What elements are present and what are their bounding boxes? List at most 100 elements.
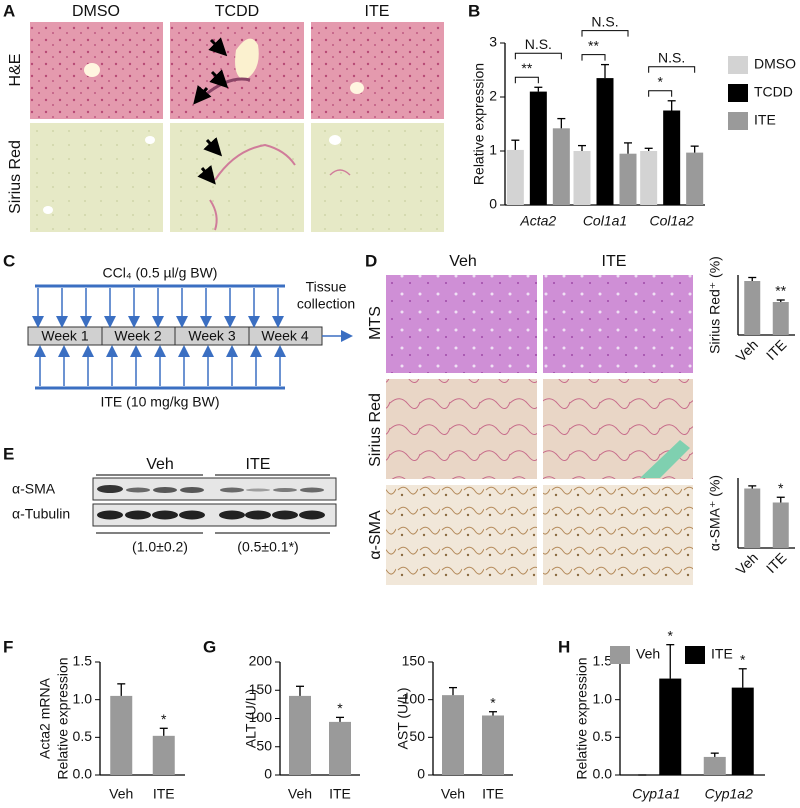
error-bar [710, 752, 719, 757]
y-tick-label: 0.0 [593, 766, 613, 782]
y-tick-label: 0.5 [593, 728, 613, 744]
bracket-label: * [657, 73, 663, 89]
bar [152, 735, 175, 775]
timeline [27, 284, 353, 390]
y-tick-label: 3 [489, 34, 497, 50]
error-bar [644, 147, 653, 151]
bracket [648, 66, 696, 73]
y-tick-label: 50 [256, 737, 272, 753]
bar [110, 695, 133, 775]
week-label: Week 2 [114, 328, 161, 344]
row-label: α-SMA [367, 510, 384, 560]
bracket-label: N.S. [658, 49, 685, 65]
bar [573, 151, 591, 205]
significance-label: * [740, 651, 746, 667]
y-tick-label: 2 [489, 88, 497, 104]
x-tick-label: Cyp1a2 [705, 786, 753, 802]
x-tick-label: Col1a2 [649, 213, 694, 229]
bar [731, 687, 754, 775]
y-axis-label: AST (U/L) [395, 688, 411, 750]
x-tick-label: ITE [763, 336, 790, 363]
endpoint-label: Tissue [306, 279, 347, 295]
y-axis-label: Relative expression [471, 63, 487, 185]
bar [772, 502, 789, 548]
panel-label: E [3, 444, 14, 463]
bracket-label: ** [521, 60, 532, 76]
bar [663, 110, 681, 205]
x-tick-label: Veh [109, 786, 133, 802]
column-label: DMSO [72, 3, 120, 20]
error-bar [296, 685, 304, 696]
significance-label: * [337, 700, 343, 716]
bar [703, 756, 726, 775]
error-bar [601, 63, 609, 79]
x-tick-label: ITE [153, 786, 175, 802]
column-label: ITE [365, 3, 390, 20]
y-tick-label: 150 [402, 653, 426, 669]
bracket [648, 90, 673, 97]
error-bar [578, 144, 586, 151]
error-bar [738, 668, 747, 688]
y-axis-label: ALT (U/L) [243, 689, 259, 748]
y-tick-label: 100 [402, 690, 426, 706]
y-axis-label: Relative expression [574, 657, 590, 779]
column-label: TCDD [215, 3, 259, 20]
legend-swatch [610, 646, 630, 664]
panel-label: D [365, 251, 377, 270]
row-label: Sirius Red [7, 140, 24, 214]
bar [482, 715, 504, 775]
x-tick-label: Col1a1 [583, 213, 627, 229]
y-tick-label: 1.5 [593, 653, 613, 669]
legend-swatch [728, 84, 748, 102]
bar [659, 678, 682, 775]
error-bar [667, 100, 676, 111]
error-bar [557, 117, 566, 129]
y-tick-label: 1 [489, 142, 497, 158]
row-label: MTS [367, 306, 384, 340]
y-tick-label: 150 [249, 681, 273, 697]
treatment-label: ITE (10 mg/kg BW) [100, 394, 219, 410]
error-bar [511, 139, 520, 150]
endpoint-label: collection [297, 296, 355, 312]
y-tick-label: 0 [417, 766, 425, 782]
week-label: Week 1 [41, 328, 88, 344]
significance-label: * [778, 480, 784, 496]
panel-label: F [3, 637, 13, 656]
quantification: (0.5±0.1*) [237, 539, 298, 555]
panel-label: B [468, 1, 480, 20]
row-label: Sirius Red [367, 393, 384, 467]
group-label: ITE [246, 456, 271, 473]
error-bar [690, 145, 699, 153]
group-label: Veh [146, 456, 174, 473]
y-tick-label: 0 [489, 196, 497, 212]
error-bar [449, 686, 457, 696]
bar [772, 302, 789, 335]
y-tick-label: 50 [409, 728, 425, 744]
error-bar [336, 716, 344, 722]
panel-label: C [3, 251, 15, 270]
significance-label: * [490, 694, 496, 710]
y-axis-label: Acta2 mRNA [37, 677, 53, 759]
x-tick-label: Veh [441, 786, 465, 802]
bar [744, 281, 761, 335]
x-tick-label: Acta2 [519, 213, 556, 229]
y-axis-label: Relative expression [55, 657, 71, 779]
x-tick-label: ITE [482, 786, 504, 802]
error-bar [666, 644, 675, 679]
bracket [581, 30, 629, 37]
bracket-label: ** [588, 37, 599, 53]
legend-label: DMSO [754, 56, 796, 72]
significance-label: ** [775, 283, 786, 299]
bracket [514, 52, 562, 60]
bar [329, 721, 351, 775]
error-bar [534, 86, 543, 92]
error-bar [776, 496, 785, 503]
legend-label: ITE [711, 646, 733, 662]
bar [529, 91, 547, 205]
western-blot [92, 474, 337, 534]
y-tick-label: 1.0 [73, 690, 93, 706]
x-tick-label: ITE [329, 786, 351, 802]
error-bar [748, 485, 757, 489]
panel-label: H [558, 637, 570, 656]
bracket-label: N.S. [591, 13, 618, 29]
